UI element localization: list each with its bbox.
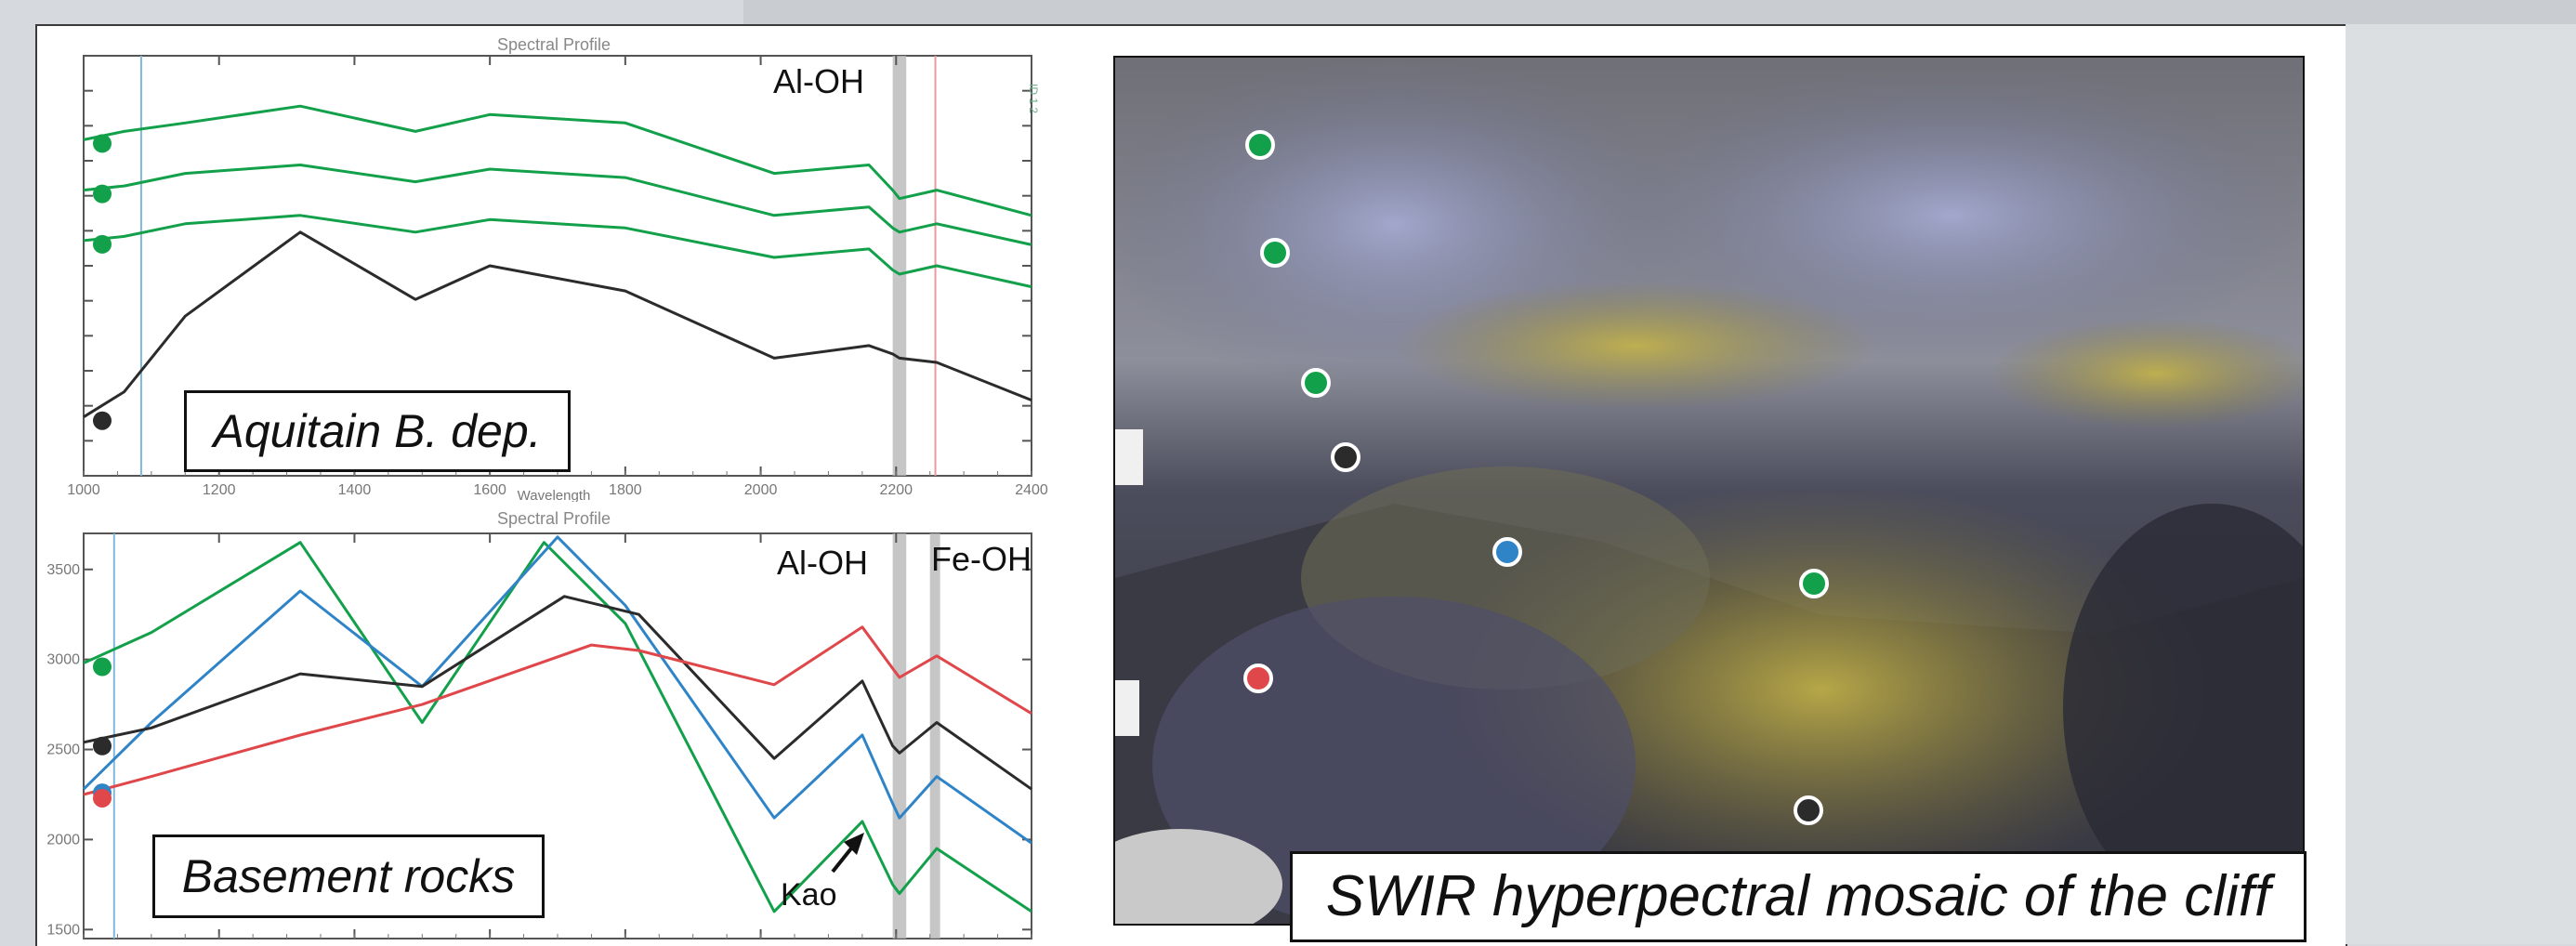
series-line-blue-2 <box>82 535 1032 845</box>
x-tick-label: 1600 <box>473 482 506 498</box>
sample-marker-green-3 <box>1301 368 1331 398</box>
series-marker-green-1 <box>93 657 112 677</box>
sample-marker-red-7 <box>1243 664 1273 693</box>
annotation-kao: Kao <box>781 877 837 913</box>
series-marker-black-3 <box>93 736 112 755</box>
chart-title: Spectral Profile <box>497 35 611 54</box>
series-marker-green-1 <box>93 134 112 153</box>
sample-marker-green-1 <box>1245 130 1275 160</box>
sample-marker-blue-5 <box>1492 537 1522 567</box>
x-tick-label: 1400 <box>338 482 372 498</box>
right-axis-text: ID 1 2 <box>1027 84 1040 113</box>
series-line-green-2 <box>83 164 1032 246</box>
series-line-black-4 <box>83 230 1032 418</box>
right-margin <box>2346 24 2576 944</box>
absorption-band <box>892 56 907 476</box>
photo-caption: SWIR hyperpectral mosaic of the cliff <box>1290 851 2307 942</box>
annotation-fe-oh: Fe-OH <box>931 540 1032 578</box>
chart-title: Spectral Profile <box>497 509 611 528</box>
series-line-black-3 <box>83 595 1032 791</box>
series-marker-green-3 <box>93 234 112 254</box>
x-axis-label: Wavelength <box>518 488 591 502</box>
x-tick-label: 2000 <box>744 482 778 498</box>
box-label-basement: Basement rocks <box>152 834 545 918</box>
series-line-green-3 <box>83 214 1032 289</box>
y-tick-label: 2500 <box>46 742 80 758</box>
annotation-al-oh: Al-OH <box>777 544 868 582</box>
sample-marker-green-6 <box>1799 569 1829 598</box>
x-tick-label: 2400 <box>1015 482 1048 498</box>
sample-marker-black-4 <box>1331 442 1360 472</box>
swir-mosaic-image <box>1113 56 2305 926</box>
annotation-al-oh: Al-OH <box>773 62 864 100</box>
series-marker-black-4 <box>93 411 112 430</box>
absorption-band <box>929 533 940 939</box>
series-line-red-4 <box>83 625 1032 796</box>
box-label-aquitain: Aquitain B. dep. <box>184 390 571 472</box>
y-tick-label: 2000 <box>46 832 80 847</box>
x-tick-label: 1200 <box>203 482 236 498</box>
series-marker-red-4 <box>93 788 112 808</box>
series-line-green-1 <box>83 104 1032 217</box>
sample-marker-green-2 <box>1260 238 1290 268</box>
x-tick-label: 1000 <box>67 482 100 498</box>
series-line-green-1 <box>83 541 1032 913</box>
y-tick-label: 3500 <box>46 562 80 578</box>
sample-marker-black-8 <box>1794 795 1823 825</box>
x-tick-label: 2200 <box>879 482 913 498</box>
absorption-band <box>892 533 907 939</box>
y-tick-label: 3000 <box>46 652 80 668</box>
top-strip <box>743 0 2576 26</box>
kao-arrowhead <box>844 833 864 855</box>
series-marker-green-2 <box>93 184 112 204</box>
y-tick-label: 1500 <box>46 922 80 938</box>
x-tick-label: 1800 <box>609 482 642 498</box>
